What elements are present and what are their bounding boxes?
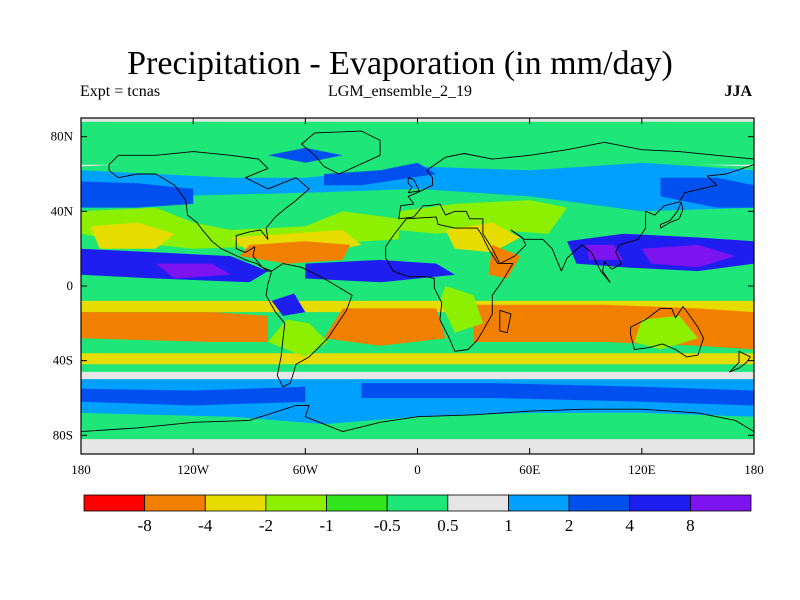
colorbar-swatch [204, 494, 267, 512]
colorbar: -8 -4 -2 -1 -0.5 0.5 1 2 4 8 [83, 494, 752, 535]
map-title: Precipitation - Evaporation (in mm/day) [127, 45, 673, 82]
field-region [634, 315, 698, 350]
lon-tick-label: 180 [744, 462, 764, 477]
colorbar-swatch [447, 494, 509, 512]
field-region [81, 371, 754, 380]
field-region [81, 312, 268, 342]
field-region [81, 439, 754, 454]
colorbar-swatch [83, 494, 146, 512]
field-region [90, 222, 175, 249]
field-region [81, 386, 306, 406]
lat-tick-label: 0 [67, 278, 74, 293]
field-region [155, 263, 231, 279]
lon-tick-label: 0 [414, 462, 421, 477]
coastline-madagascar [499, 309, 512, 334]
field-region [641, 244, 736, 268]
colorbar-label: -0.5 [374, 516, 401, 535]
coastline-eurasia [398, 141, 754, 283]
colorbar-swatch [508, 494, 570, 512]
colorbar-swatch [689, 494, 752, 512]
ensemble-label: LGM_ensemble_2_19 [328, 83, 472, 100]
colorbar-swatch [326, 494, 388, 512]
coastline-antarctica [81, 405, 754, 433]
field-region [585, 244, 624, 260]
precip-evap-field [81, 118, 754, 454]
colorbar-label: -8 [138, 516, 152, 535]
coastline-uk [407, 177, 420, 194]
colorbar-label: 1 [504, 516, 513, 535]
field-region [660, 177, 754, 208]
season-label: JJA [724, 83, 752, 100]
coastline-australia [630, 306, 704, 358]
colorbar-label: 2 [565, 516, 574, 535]
lat-tick-label: 80N [51, 129, 74, 144]
field-region [324, 308, 446, 346]
lon-tick-label: 120E [628, 462, 656, 477]
field-region [324, 162, 437, 186]
colorbar-swatch [629, 494, 691, 512]
field-region [81, 181, 194, 208]
colorbar-swatch [568, 494, 631, 512]
field-region [267, 319, 328, 357]
coastline-south-america [265, 263, 353, 388]
coastlines [81, 130, 754, 433]
colorbar-label: -2 [259, 516, 273, 535]
lon-tick-label: 60E [519, 462, 540, 477]
lat-tick-label: 80S [53, 427, 73, 442]
colorbar-label: -4 [198, 516, 213, 535]
colorbar-swatch [386, 494, 449, 512]
lat-tick-label: 40S [53, 353, 73, 368]
colorbar-label: 4 [625, 516, 634, 535]
field-region [439, 286, 483, 333]
field-region [81, 353, 754, 365]
colorbar-swatch [265, 494, 327, 512]
colorbar-label: 0.5 [437, 516, 458, 535]
field-region [81, 282, 754, 301]
coastline-north-america [108, 151, 310, 272]
field-region [81, 121, 754, 165]
lon-tick-label: 60W [293, 462, 319, 477]
coastline-japan [660, 201, 684, 229]
field-region [267, 147, 343, 163]
experiment-label: Expt = tcnas [80, 83, 161, 100]
axis-ticks: 80N 40N 0 40S 80S 180 120W 60W 0 60E 120E 180 [51, 118, 764, 477]
lat-tick-label: 40N [51, 203, 74, 218]
colorbar-label: -1 [319, 516, 333, 535]
field-region [271, 293, 306, 316]
lon-tick-label: 120W [177, 462, 210, 477]
colorbar-label: 8 [686, 516, 695, 535]
coastline-new-zealand [729, 350, 751, 373]
lon-tick-label: 180 [71, 462, 91, 477]
field-region [361, 383, 754, 406]
coastline-greenland [301, 130, 381, 175]
colorbar-swatch [144, 494, 206, 512]
field-region [239, 241, 351, 264]
coastline-africa [385, 216, 514, 352]
